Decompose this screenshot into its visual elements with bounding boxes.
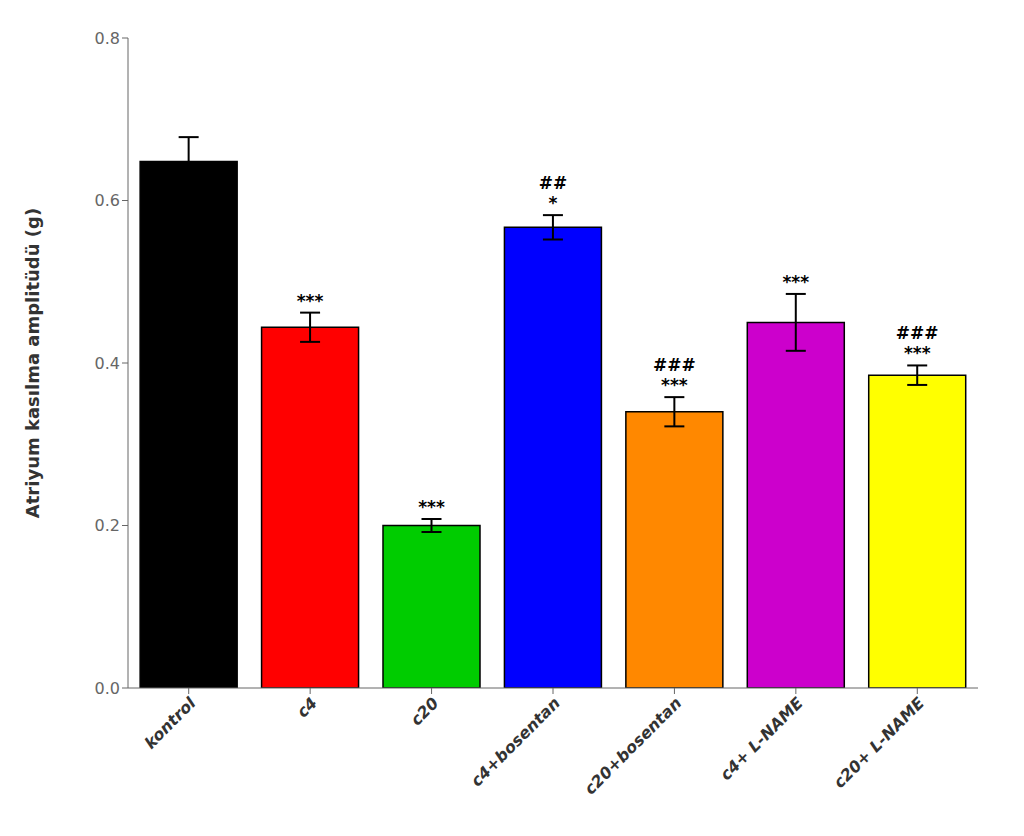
svg-text:##: ## [539, 173, 568, 193]
svg-text:c20: c20 [407, 693, 443, 729]
svg-text:0.4: 0.4 [95, 354, 120, 373]
svg-text:Atriyum kasılma amplitüdü (g): Atriyum kasılma amplitüdü (g) [22, 208, 43, 518]
svg-text:c20+bosentan: c20+bosentan [580, 693, 685, 798]
svg-text:0.6: 0.6 [95, 191, 120, 210]
svg-text:c4+ L-NAME: c4+ L-NAME [716, 693, 807, 784]
svg-text:c20+ L-NAME: c20+ L-NAME [830, 693, 928, 791]
svg-text:kontrol: kontrol [141, 693, 200, 752]
svg-text:0.8: 0.8 [95, 29, 120, 48]
svg-text:0.0: 0.0 [95, 679, 120, 698]
svg-text:c4+bosentan: c4+bosentan [467, 693, 564, 790]
svg-text:***: *** [782, 272, 809, 292]
svg-text:###: ### [896, 323, 939, 343]
svg-text:0.2: 0.2 [95, 516, 120, 535]
svg-text:***: *** [661, 375, 688, 395]
svg-text:***: *** [904, 343, 931, 363]
svg-text:c4: c4 [293, 693, 321, 721]
svg-text:###: ### [653, 355, 696, 375]
svg-text:*: * [548, 193, 557, 213]
svg-text:***: *** [297, 291, 324, 311]
svg-text:***: *** [418, 497, 445, 517]
